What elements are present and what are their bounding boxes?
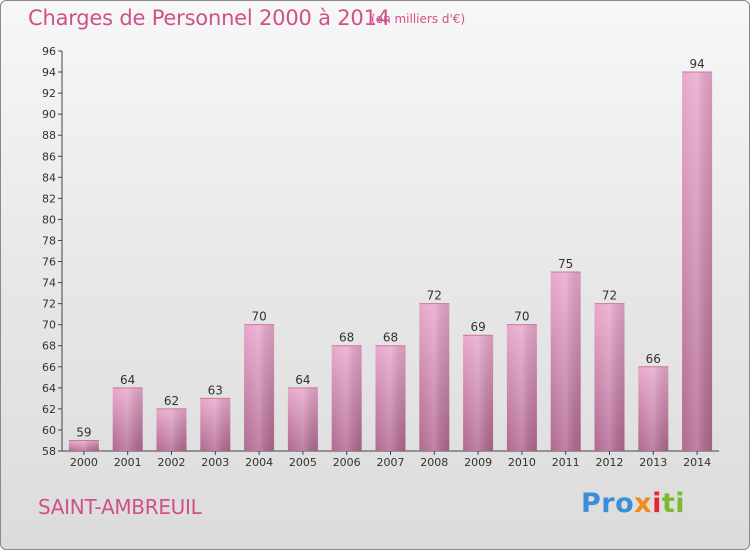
x-tick-label: 2003 bbox=[201, 456, 229, 469]
value-label-2002: 62 bbox=[164, 394, 179, 408]
x-tick-label: 2004 bbox=[245, 456, 273, 469]
value-label-2007: 68 bbox=[383, 331, 398, 345]
bar-shade-2013 bbox=[638, 366, 669, 451]
value-label-2008: 72 bbox=[427, 289, 442, 303]
y-tick-label: 82 bbox=[42, 192, 56, 205]
logo-part-i: i bbox=[652, 488, 662, 519]
x-tick-label: 2007 bbox=[377, 456, 405, 469]
y-tick-label: 90 bbox=[42, 108, 56, 121]
bar-shade-2001 bbox=[112, 387, 143, 451]
y-tick-label: 88 bbox=[42, 129, 56, 142]
x-tick-label: 2009 bbox=[464, 456, 492, 469]
bar-shade-2009 bbox=[463, 335, 494, 451]
proxiti-logo[interactable]: Proxiti bbox=[581, 488, 685, 519]
axis-layer: 58 60 62 64 66 68 70 72 74 76 78 80 82 84 86 88 90 92 94 96… bbox=[42, 45, 719, 469]
chart-subtitle: (en milliers d'€) bbox=[371, 12, 466, 26]
value-label-2004: 70 bbox=[251, 310, 266, 324]
bar-shade-2008 bbox=[419, 303, 450, 451]
value-label-2005: 64 bbox=[295, 373, 310, 387]
y-tick-label: 96 bbox=[42, 45, 56, 58]
x-tick-label: 2014 bbox=[683, 456, 711, 469]
bar-shade-2010 bbox=[506, 324, 537, 451]
value-label-2013: 66 bbox=[646, 352, 661, 366]
bar-shade-2002 bbox=[156, 408, 187, 451]
commune-name: SAINT-AMBREUIL bbox=[38, 495, 202, 519]
x-tick-label: 2013 bbox=[639, 456, 667, 469]
y-tick-label: 86 bbox=[42, 150, 56, 163]
y-tick-label: 78 bbox=[42, 234, 56, 247]
logo-part-pro: Pro bbox=[581, 488, 635, 519]
y-tick-label: 62 bbox=[42, 403, 56, 416]
value-label-2003: 63 bbox=[208, 383, 223, 397]
x-tick-label: 2006 bbox=[333, 456, 361, 469]
value-label-2014: 94 bbox=[689, 57, 704, 71]
y-tick-label: 70 bbox=[42, 319, 56, 332]
y-tick-label: 64 bbox=[42, 382, 56, 395]
y-tick-label: 76 bbox=[42, 256, 56, 269]
logo-part-x: x bbox=[634, 488, 653, 519]
chart-title: Charges de Personnel 2000 à 2014 bbox=[28, 6, 390, 30]
bar-shade-2003 bbox=[200, 398, 231, 451]
y-tick-label: 66 bbox=[42, 361, 56, 374]
y-tick-label: 80 bbox=[42, 213, 56, 226]
logo-part-ti: ti bbox=[661, 488, 686, 519]
x-tick-label: 2008 bbox=[420, 456, 448, 469]
x-tick-label: 2005 bbox=[289, 456, 317, 469]
x-tick-label: 2002 bbox=[158, 456, 186, 469]
value-label-layer: 59 64 62 63 70 64 68 68 72 69 70 75 72 66 94 bbox=[76, 57, 704, 439]
x-tick-label: 2001 bbox=[114, 456, 142, 469]
y-tick-label: 72 bbox=[42, 298, 56, 311]
value-label-2000: 59 bbox=[76, 425, 91, 439]
x-tick-label: 2012 bbox=[596, 456, 624, 469]
y-tick-label: 74 bbox=[42, 277, 56, 290]
bar-shade-2006 bbox=[331, 345, 362, 451]
y-tick-label: 92 bbox=[42, 87, 56, 100]
bar-shade-2012 bbox=[594, 303, 625, 451]
bar-shade-2011 bbox=[550, 272, 581, 451]
value-label-2011: 75 bbox=[558, 257, 573, 271]
y-tick-label: 68 bbox=[42, 340, 56, 353]
x-tick-label: 2000 bbox=[70, 456, 98, 469]
x-tick-label: 2011 bbox=[552, 456, 580, 469]
value-label-2010: 70 bbox=[514, 310, 529, 324]
bar-shade-2000 bbox=[68, 440, 99, 451]
value-label-2012: 72 bbox=[602, 289, 617, 303]
value-label-2001: 64 bbox=[120, 373, 135, 387]
bar-shade-2005 bbox=[287, 387, 318, 451]
y-tick-label: 84 bbox=[42, 171, 56, 184]
value-label-2006: 68 bbox=[339, 331, 354, 345]
bar-shade-2014 bbox=[682, 72, 713, 451]
x-tick-label: 2010 bbox=[508, 456, 536, 469]
bar-shade-2004 bbox=[244, 324, 275, 451]
bar-layer bbox=[68, 71, 713, 451]
y-tick-label: 94 bbox=[42, 66, 56, 79]
value-label-2009: 69 bbox=[470, 320, 485, 334]
y-tick-label: 60 bbox=[42, 424, 56, 437]
y-tick-label: 58 bbox=[42, 445, 56, 458]
bar-shade-2007 bbox=[375, 345, 406, 451]
